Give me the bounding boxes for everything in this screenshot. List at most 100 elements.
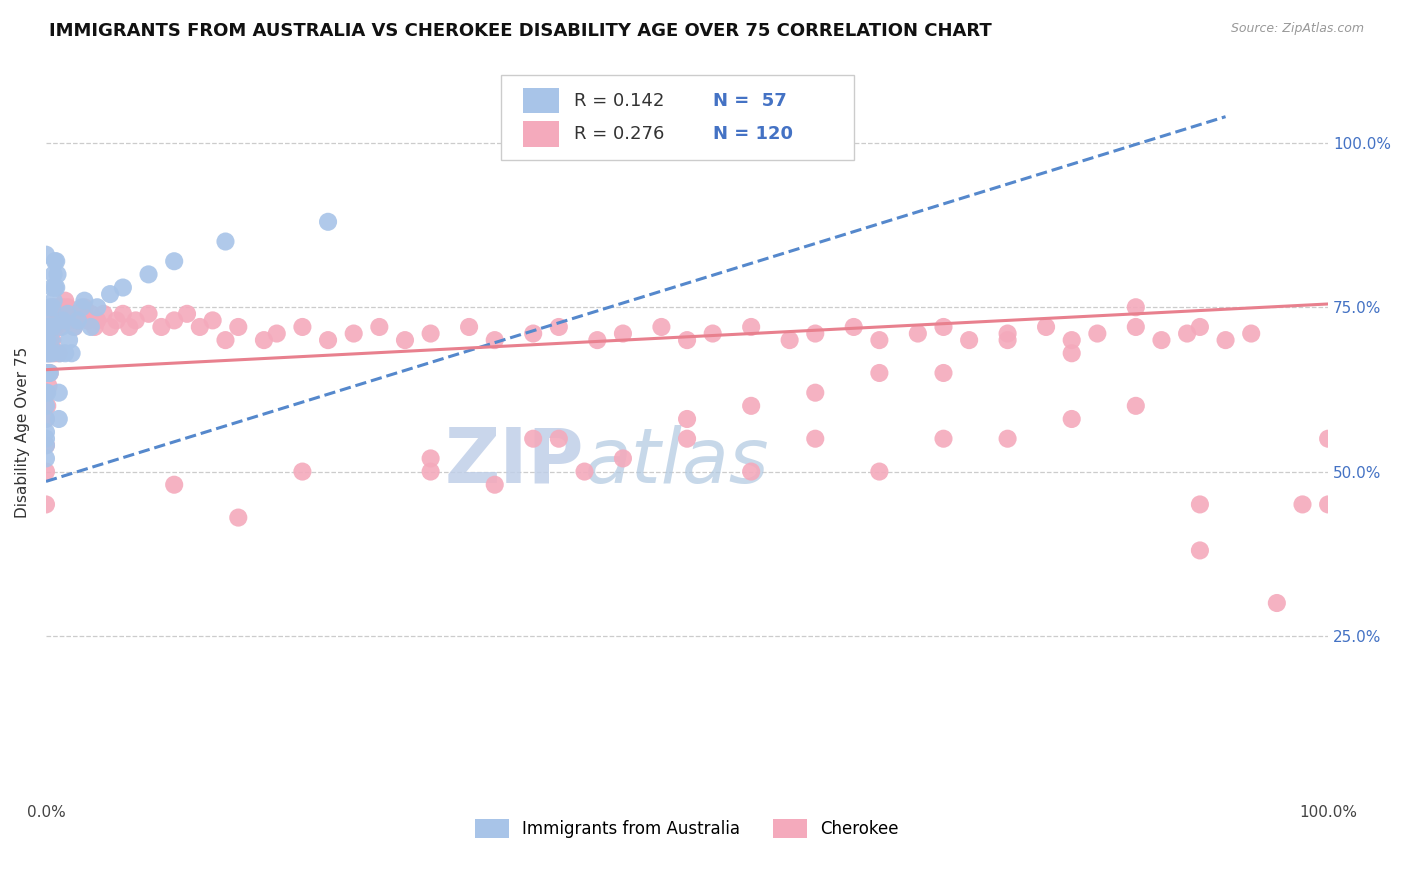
Point xyxy=(66,313,89,327)
Point xyxy=(574,465,596,479)
Text: N = 120: N = 120 xyxy=(713,125,793,143)
Point xyxy=(1317,498,1340,512)
Point xyxy=(44,254,66,268)
Point xyxy=(39,320,62,334)
Point xyxy=(83,320,105,334)
Point xyxy=(52,313,75,327)
Point xyxy=(60,307,83,321)
Point xyxy=(1317,432,1340,446)
Point xyxy=(138,307,160,321)
Point xyxy=(484,477,506,491)
Point xyxy=(42,268,65,282)
Point xyxy=(37,366,59,380)
Point xyxy=(52,313,75,327)
Point xyxy=(586,333,609,347)
Point xyxy=(37,366,59,380)
Point xyxy=(740,399,762,413)
Point xyxy=(35,346,58,360)
Legend: Immigrants from Australia, Cherokee: Immigrants from Australia, Cherokee xyxy=(468,813,905,845)
Point xyxy=(35,465,58,479)
Point xyxy=(98,287,121,301)
Point xyxy=(1060,333,1083,347)
Point xyxy=(38,300,60,314)
Point xyxy=(48,385,70,400)
Point xyxy=(291,465,314,479)
Point xyxy=(58,333,80,347)
Point xyxy=(51,320,73,334)
Point xyxy=(163,254,186,268)
Point xyxy=(804,326,827,341)
Point xyxy=(125,313,148,327)
Point xyxy=(58,313,80,327)
Point xyxy=(394,333,416,347)
Point xyxy=(740,110,762,124)
Point xyxy=(932,366,955,380)
Point xyxy=(38,366,60,380)
Point xyxy=(676,333,699,347)
Point xyxy=(70,300,93,314)
Point xyxy=(316,333,339,347)
Point xyxy=(118,320,141,334)
Point xyxy=(38,379,60,393)
Point xyxy=(1265,596,1288,610)
Point xyxy=(458,320,481,334)
Point xyxy=(226,320,249,334)
Point xyxy=(38,366,60,380)
Point xyxy=(41,320,63,334)
Point xyxy=(740,465,762,479)
Point xyxy=(957,333,980,347)
Point xyxy=(612,451,634,466)
Point xyxy=(779,333,801,347)
Point xyxy=(45,300,67,314)
Point xyxy=(46,313,69,327)
Point xyxy=(997,432,1019,446)
Point xyxy=(650,320,672,334)
Point xyxy=(1125,300,1147,314)
Point xyxy=(214,235,236,249)
Point xyxy=(39,333,62,347)
Point xyxy=(49,346,72,360)
Point xyxy=(111,280,134,294)
Point xyxy=(35,385,58,400)
Point xyxy=(42,313,65,327)
Bar xyxy=(523,120,558,146)
Point xyxy=(56,300,79,314)
Point xyxy=(53,346,76,360)
Point xyxy=(842,320,865,334)
Point xyxy=(1085,326,1108,341)
Point xyxy=(48,346,70,360)
Point xyxy=(66,313,89,327)
Point xyxy=(226,510,249,524)
Point xyxy=(55,307,77,321)
Point xyxy=(45,254,67,268)
Point xyxy=(73,293,96,308)
Point xyxy=(35,248,58,262)
Point xyxy=(163,313,186,327)
Point xyxy=(316,215,339,229)
Point xyxy=(37,385,59,400)
Point xyxy=(35,438,58,452)
Point xyxy=(105,313,128,327)
Point xyxy=(35,498,58,512)
Point xyxy=(547,320,569,334)
Point xyxy=(1240,326,1263,341)
Point xyxy=(52,300,75,314)
Point xyxy=(907,326,929,341)
Text: N =  57: N = 57 xyxy=(713,92,786,110)
Point xyxy=(201,313,224,327)
Point xyxy=(868,366,890,380)
Point xyxy=(48,412,70,426)
Text: R = 0.276: R = 0.276 xyxy=(574,125,665,143)
Text: atlas: atlas xyxy=(585,425,769,499)
Point xyxy=(86,313,108,327)
Point xyxy=(35,366,58,380)
Point xyxy=(41,333,63,347)
Point xyxy=(41,280,63,294)
Point xyxy=(1060,412,1083,426)
Point xyxy=(56,307,79,321)
Point xyxy=(38,346,60,360)
Point xyxy=(46,268,69,282)
Point xyxy=(1125,320,1147,334)
Point xyxy=(35,412,58,426)
Point xyxy=(1188,320,1211,334)
